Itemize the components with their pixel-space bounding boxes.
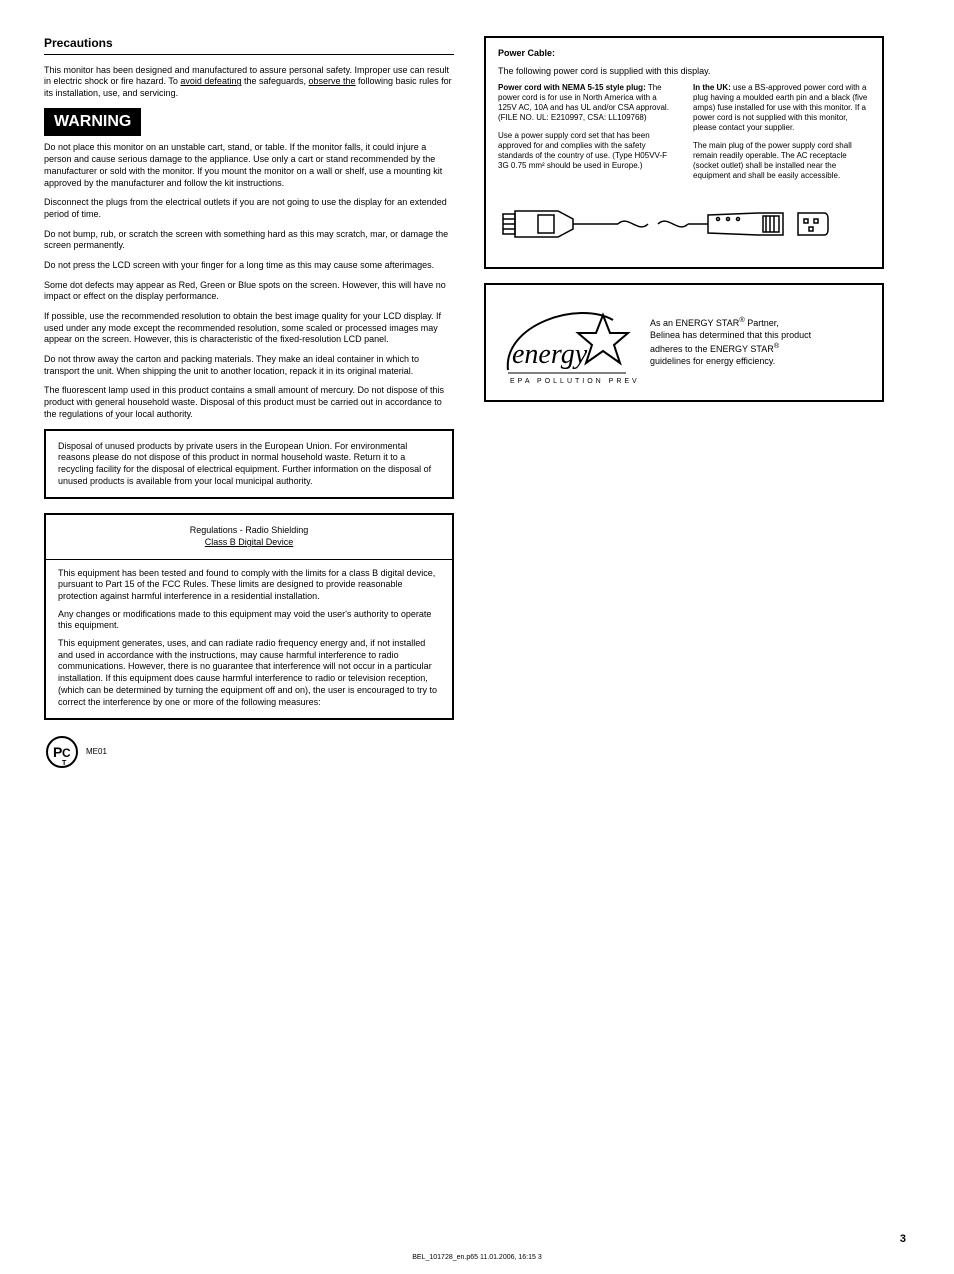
disposal-box: Disposal of unused products by private u… [44, 429, 454, 500]
warning-label: WARNING [44, 108, 141, 137]
footer-mark: BEL_101728_en.p65 11.01.2006, 16:15 3 [0, 1253, 954, 1262]
energy-l1: As an ENERGY STAR [650, 318, 739, 328]
cable-left-after: Use a power supply cord set that has bee… [498, 131, 675, 171]
intro-em1: avoid defeating [180, 76, 241, 86]
russia-code: ME01 [86, 747, 107, 757]
svg-text:energy: energy [512, 339, 588, 370]
energy-l2: Partner, [745, 318, 779, 328]
cable-right-strong: In the UK: [693, 83, 731, 92]
power-cord-illustration [498, 199, 870, 253]
russia-cert: P C T ME01 [44, 734, 454, 770]
right-column: Power Cable: The following power cord is… [484, 36, 884, 770]
intro-em2: observe the [309, 76, 356, 86]
energy-star-box: energy EPA POLLUTION PREVENTER As an ENE… [484, 283, 884, 402]
svg-text:C: C [62, 746, 71, 760]
cable-left-strong: Power cord with NEMA 5-15 style plug: [498, 83, 646, 92]
warn-paragraph-2: Disconnect the plugs from the electrical… [44, 197, 454, 220]
radio-p2: Any changes or modifications made to thi… [58, 609, 440, 632]
energy-l5: guidelines for energy efficiency. [650, 356, 775, 366]
radio-sub: Class B Digital Device [58, 537, 440, 549]
warn-paragraph-3: Do not bump, rub, or scratch the screen … [44, 229, 454, 252]
energy-text: As an ENERGY STAR® Partner, Belinea has … [650, 295, 811, 368]
cable-right-col: In the UK: use a BS-approved power cord … [693, 83, 870, 189]
page-columns: Precautions This monitor has been design… [44, 36, 910, 770]
left-column: Precautions This monitor has been design… [44, 36, 454, 770]
radio-title: Regulations - Radio Shielding [58, 525, 440, 537]
radio-p1: This equipment has been tested and found… [58, 568, 440, 603]
cable-right-note: The main plug of the power supply cord s… [693, 141, 870, 181]
svg-text:P: P [53, 744, 62, 760]
warn-paragraph-4: Do not press the LCD screen with your fi… [44, 260, 454, 272]
energy-l3: Belinea has determined that this product [650, 330, 811, 340]
radio-box: Regulations - Radio Shielding Class B Di… [44, 513, 454, 720]
warn-paragraph-5: Some dot defects may appear as Red, Gree… [44, 280, 454, 303]
disposal-text: Disposal of unused products by private u… [58, 441, 440, 488]
cable-sub: The following power cord is supplied wit… [498, 66, 870, 78]
power-cable-box: Power Cable: The following power cord is… [484, 36, 884, 269]
intro-mid: the safeguards, [241, 76, 308, 86]
warn-paragraph-1: Do not place this monitor on an unstable… [44, 142, 454, 189]
pct-icon: P C T [44, 734, 80, 770]
radio-p3: This equipment generates, uses, and can … [58, 638, 440, 708]
warn-paragraph-6: If possible, use the recommended resolut… [44, 311, 454, 346]
page-number: 3 [900, 1232, 906, 1246]
precaution-title: Precautions [44, 36, 454, 55]
warn-paragraph-7: Do not throw away the carton and packing… [44, 354, 454, 377]
energy-l4: adheres to the ENERGY STAR [650, 344, 774, 354]
cable-title: Power Cable: [498, 48, 870, 60]
intro-paragraph: This monitor has been designed and manuf… [44, 65, 454, 100]
energy-star-icon: energy EPA POLLUTION PREVENTER [498, 295, 638, 390]
cable-left-col: Power cord with NEMA 5-15 style plug: Th… [498, 83, 675, 189]
svg-text:T: T [62, 760, 67, 767]
svg-text:EPA POLLUTION PREVENTER: EPA POLLUTION PREVENTER [510, 378, 638, 385]
warn-paragraph-8: The fluorescent lamp used in this produc… [44, 385, 454, 420]
